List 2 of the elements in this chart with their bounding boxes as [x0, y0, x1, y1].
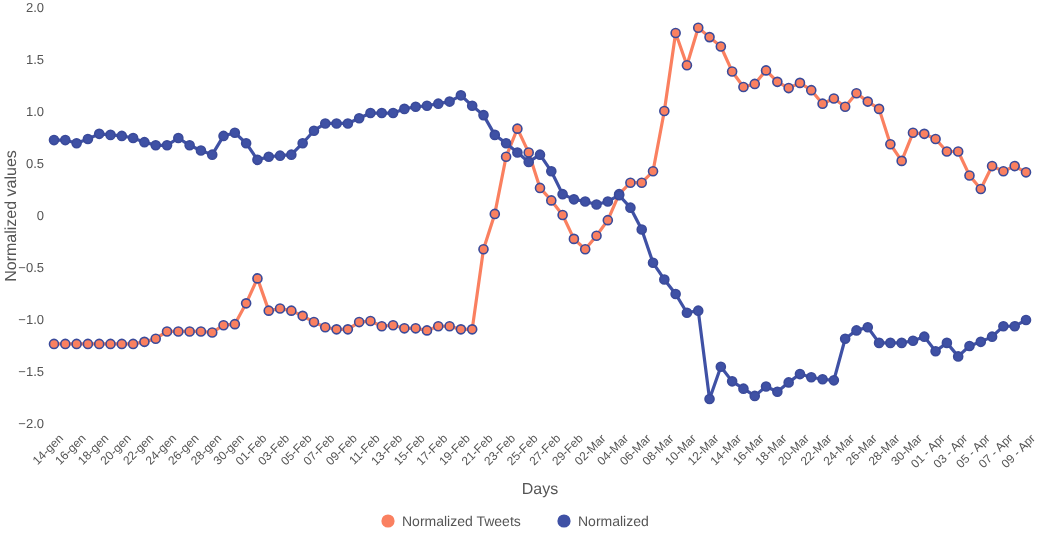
y-axis-title: Normalized values — [2, 150, 20, 282]
x-axis-title: Days — [521, 480, 559, 498]
